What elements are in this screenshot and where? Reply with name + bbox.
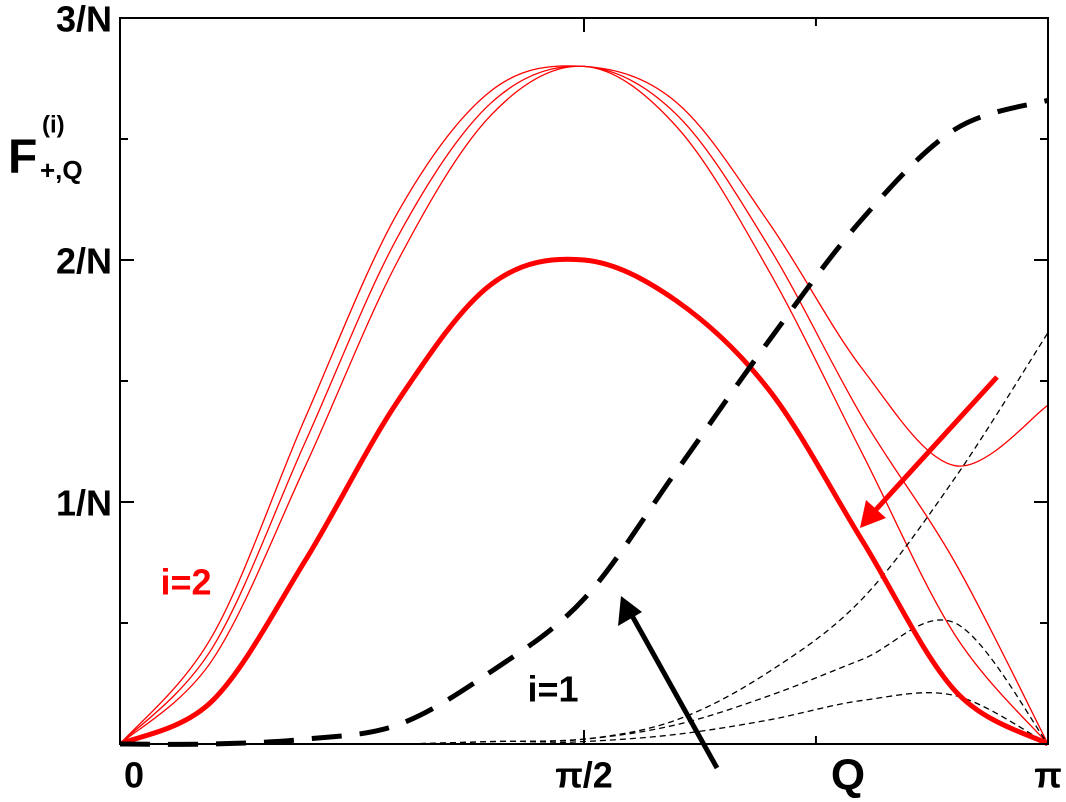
x-label: Q [831, 751, 865, 800]
y-tick-label: 1/N [56, 483, 112, 524]
annotation: i=1 [527, 669, 578, 710]
arrow [860, 375, 999, 528]
annotation: i=2 [160, 562, 211, 603]
arrow [618, 596, 720, 770]
line [119, 65, 1049, 745]
y-tick-label: 3/N [56, 0, 112, 40]
y-label-sub: +,Q [40, 155, 83, 185]
line [120, 332, 1049, 745]
x-tick-label: 0 [124, 755, 144, 796]
line [119, 97, 1049, 747]
line [118, 256, 1050, 747]
line [119, 65, 1049, 745]
x-tick-label: π [1034, 755, 1062, 796]
x-tick-label: π/2 [555, 755, 613, 796]
line [119, 65, 1049, 745]
y-label-sup: (i) [42, 111, 65, 138]
y-label: F [8, 131, 37, 184]
y-tick-label: 2/N [56, 241, 112, 282]
